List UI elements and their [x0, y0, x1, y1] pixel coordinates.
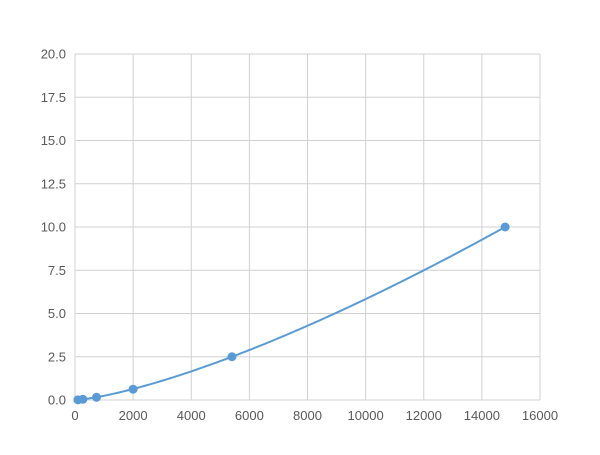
y-tick-label: 2.5 [48, 349, 66, 364]
y-tick-label: 15.0 [41, 133, 66, 148]
y-tick-label: 20.0 [41, 47, 66, 62]
fit-curve [77, 226, 506, 401]
x-tick-label: 8000 [293, 408, 322, 423]
x-tick-label: 6000 [235, 408, 264, 423]
y-tick-label: 12.5 [41, 176, 66, 191]
y-tick-label: 17.5 [41, 90, 66, 105]
y-tick-label: 0.0 [48, 393, 66, 408]
y-tick-label: 7.5 [48, 263, 66, 278]
data-point [128, 384, 138, 394]
x-tick-label: 0 [71, 408, 78, 423]
data-point [227, 352, 237, 362]
x-tick-label: 2000 [119, 408, 148, 423]
x-tick-label: 12000 [406, 408, 442, 423]
data-point [500, 222, 510, 232]
data-point [92, 392, 102, 402]
x-tick-label: 10000 [348, 408, 384, 423]
x-tick-label: 4000 [177, 408, 206, 423]
y-tick-label: 10.0 [41, 220, 66, 235]
data-point [78, 394, 88, 404]
x-tick-label: 16000 [522, 408, 558, 423]
y-tick-label: 5.0 [48, 306, 66, 321]
x-tick-label: 14000 [464, 408, 500, 423]
